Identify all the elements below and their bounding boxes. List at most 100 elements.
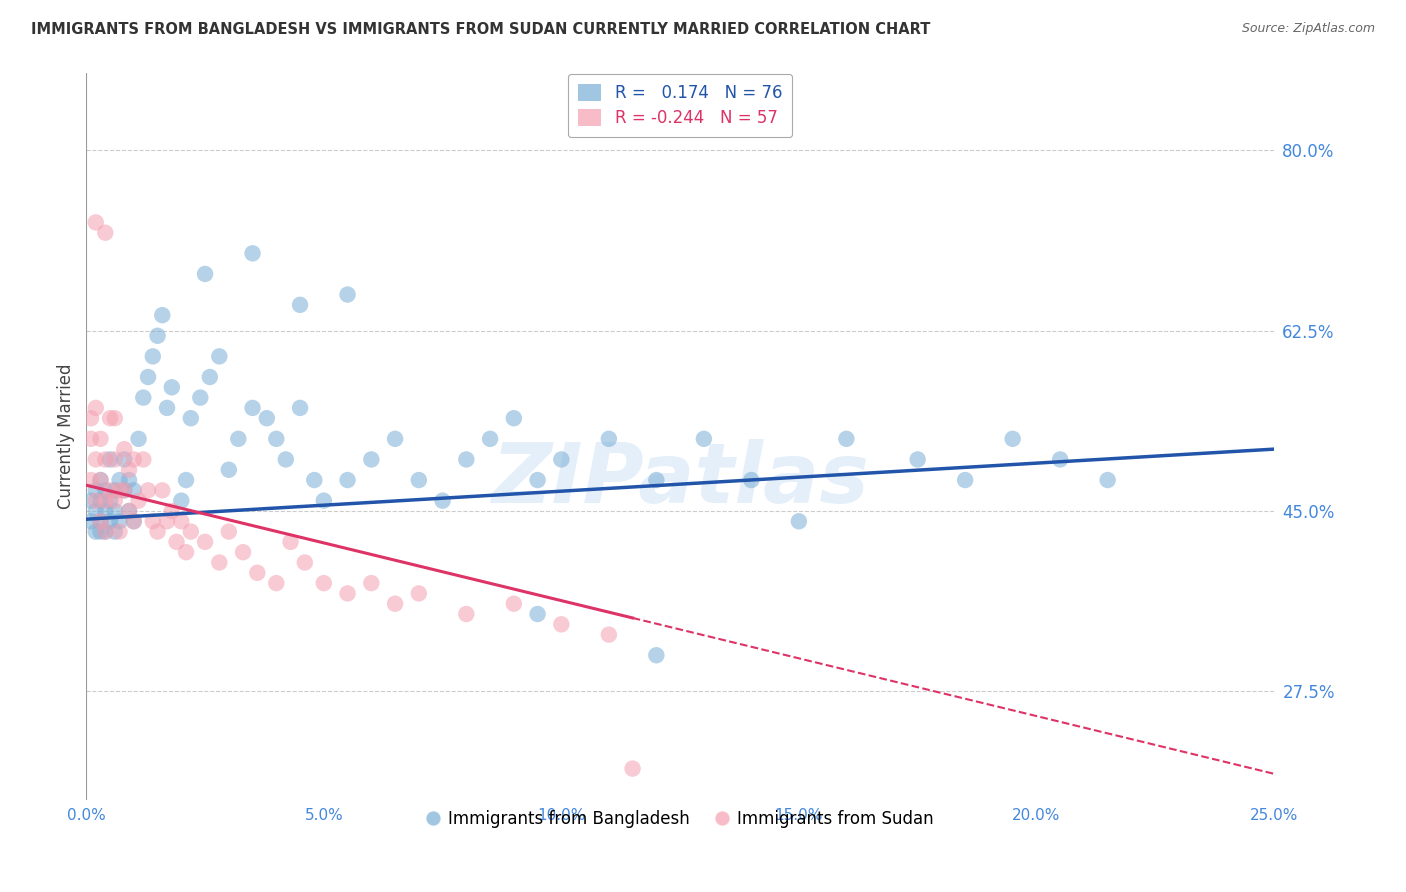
Point [122,514,145,528]
Point [232,545,254,559]
Point [280,534,302,549]
Point [104,411,127,425]
Point [80,411,103,425]
Point [288,401,311,415]
Point [188,391,211,405]
Point [112,442,135,457]
Point [156,401,179,415]
Point [907,452,929,467]
Point [108,514,131,528]
Point [160,504,183,518]
Point [80,473,103,487]
Point [98,452,121,467]
Point [90,473,112,487]
Point [108,473,131,487]
Point [198,370,221,384]
Point [90,493,112,508]
Point [98,493,121,508]
Point [218,524,240,539]
Point [218,463,240,477]
Point [170,493,193,508]
Point [90,514,112,528]
Point [94,452,117,467]
Point [174,545,197,559]
Point [408,586,430,600]
Text: Source: ZipAtlas.com: Source: ZipAtlas.com [1241,22,1375,36]
Point [502,597,524,611]
Point [1049,452,1071,467]
Point [304,473,326,487]
Point [456,452,478,467]
Text: IMMIGRANTS FROM BANGLADESH VS IMMIGRANTS FROM SUDAN CURRENTLY MARRIED CORRELATIO: IMMIGRANTS FROM BANGLADESH VS IMMIGRANTS… [31,22,931,37]
Point [122,514,145,528]
Point [84,401,107,415]
Point [94,226,117,240]
Point [180,524,202,539]
Point [94,524,117,539]
Point [156,514,179,528]
Point [170,514,193,528]
Point [242,246,264,260]
Point [835,432,858,446]
Point [432,493,454,508]
Point [1001,432,1024,446]
Point [84,493,107,508]
Point [84,524,107,539]
Point [226,432,249,446]
Point [136,483,159,498]
Point [90,514,112,528]
Point [118,463,141,477]
Point [456,607,478,621]
Point [112,452,135,467]
Point [598,432,620,446]
Point [132,391,155,405]
Point [136,370,159,384]
Point [336,287,359,301]
Point [94,524,117,539]
Point [104,524,127,539]
Point [122,452,145,467]
Point [180,411,202,425]
Point [953,473,976,487]
Point [90,432,112,446]
Point [208,556,231,570]
Point [174,473,197,487]
Point [108,483,131,498]
Point [94,504,117,518]
Point [118,473,141,487]
Point [360,576,382,591]
Point [408,473,430,487]
Point [312,576,335,591]
Point [288,298,311,312]
Point [1097,473,1119,487]
Point [142,350,165,364]
Point [80,432,103,446]
Point [166,534,188,549]
Point [90,473,112,487]
Point [645,473,668,487]
Point [132,452,155,467]
Point [384,432,406,446]
Point [90,524,112,539]
Point [208,350,231,364]
Point [598,627,620,641]
Point [550,452,572,467]
Point [122,483,145,498]
Point [118,504,141,518]
Point [146,524,169,539]
Point [118,504,141,518]
Point [693,432,716,446]
Point [526,473,548,487]
Point [336,586,359,600]
Point [550,617,572,632]
Point [502,411,524,425]
Point [621,762,644,776]
Point [104,504,127,518]
Point [84,483,107,498]
Point [360,452,382,467]
Point [98,483,121,498]
Point [336,473,359,487]
Point [84,215,107,229]
Point [479,432,502,446]
Point [94,493,117,508]
